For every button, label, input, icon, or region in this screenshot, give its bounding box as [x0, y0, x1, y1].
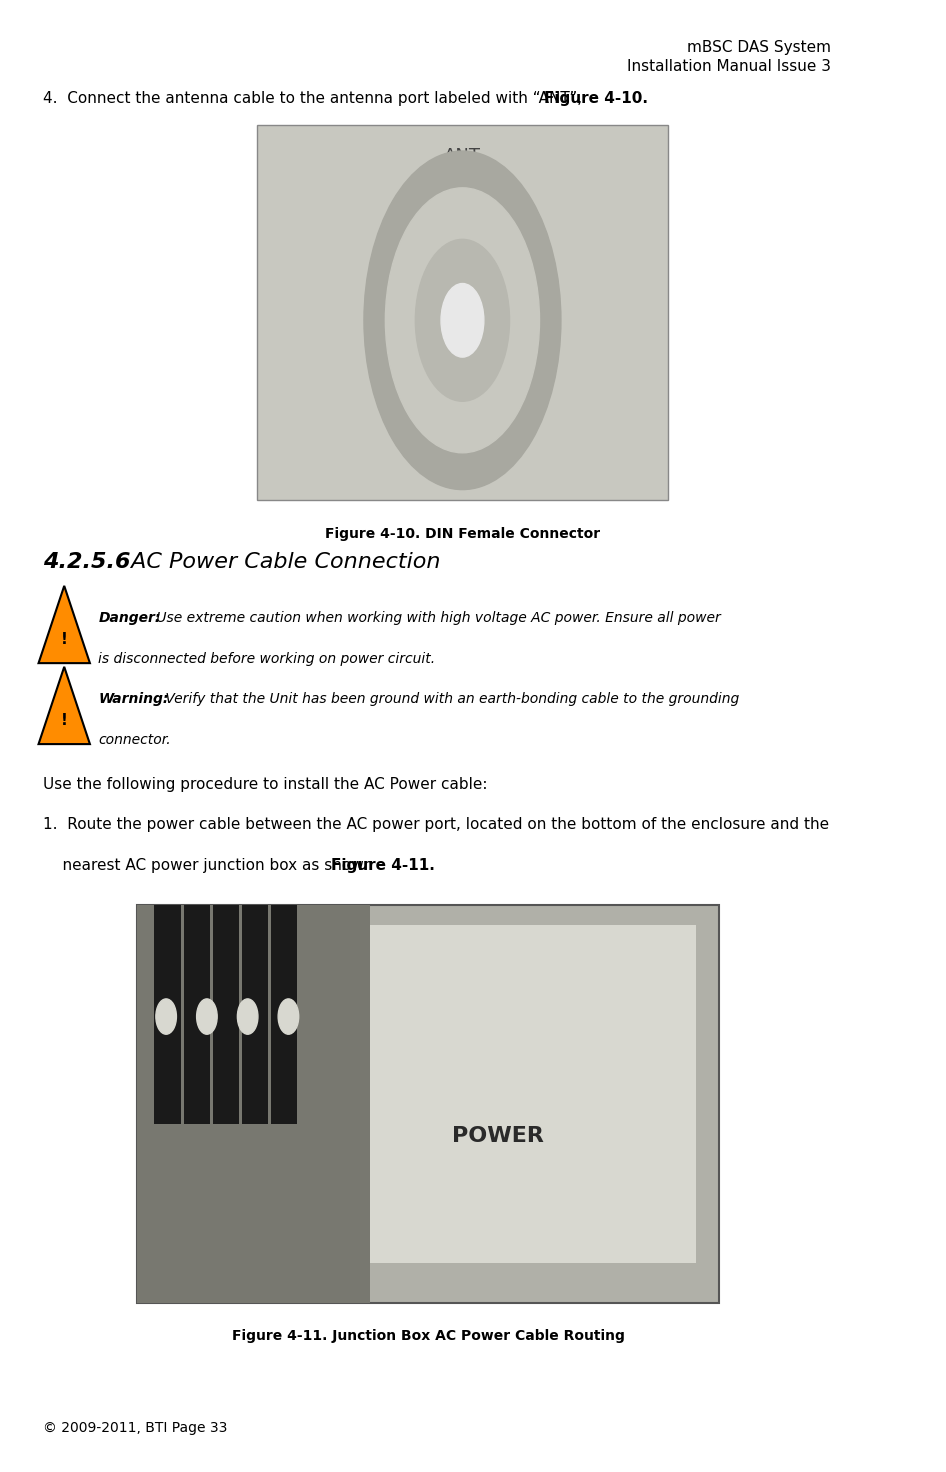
- FancyBboxPatch shape: [257, 125, 668, 500]
- Text: Use extreme caution when working with high voltage AC power. Ensure all power: Use extreme caution when working with hi…: [151, 611, 720, 626]
- Text: is disconnected before working on power circuit.: is disconnected before working on power …: [98, 652, 435, 667]
- Text: connector.: connector.: [98, 733, 171, 748]
- Text: © 2009-2011, BTI Page 33: © 2009-2011, BTI Page 33: [43, 1420, 227, 1435]
- Text: !: !: [61, 712, 68, 727]
- Text: nearest AC power junction box as shown: nearest AC power junction box as shown: [43, 858, 378, 873]
- FancyBboxPatch shape: [242, 905, 268, 1125]
- Text: 1.  Route the power cable between the AC power port, located on the bottom of th: 1. Route the power cable between the AC …: [43, 817, 829, 832]
- Circle shape: [441, 284, 483, 358]
- Circle shape: [237, 999, 258, 1035]
- FancyBboxPatch shape: [137, 905, 719, 1303]
- Text: 4.2.5.6: 4.2.5.6: [43, 552, 131, 573]
- Circle shape: [197, 999, 218, 1035]
- Text: !: !: [61, 631, 68, 646]
- Text: Verify that the Unit has been ground with an earth-bonding cable to the groundin: Verify that the Unit has been ground wit…: [161, 692, 739, 707]
- Text: ANT: ANT: [444, 147, 481, 165]
- Text: Use the following procedure to install the AC Power cable:: Use the following procedure to install t…: [43, 777, 487, 792]
- Text: AC Power Cable Connection: AC Power Cable Connection: [124, 552, 441, 573]
- Text: Danger:: Danger:: [98, 611, 161, 626]
- Text: Figure 4-11. Junction Box AC Power Cable Routing: Figure 4-11. Junction Box AC Power Cable…: [232, 1329, 624, 1344]
- Text: Figure 4-10.: Figure 4-10.: [544, 91, 648, 106]
- FancyBboxPatch shape: [271, 905, 297, 1125]
- Text: Warning:: Warning:: [98, 692, 168, 707]
- Circle shape: [156, 999, 176, 1035]
- Circle shape: [364, 152, 561, 490]
- FancyBboxPatch shape: [213, 905, 239, 1125]
- Circle shape: [278, 999, 299, 1035]
- Text: 4.  Connect the antenna cable to the antenna port labeled with “ANT”,: 4. Connect the antenna cable to the ante…: [43, 91, 587, 106]
- Text: Figure 4-10. DIN Female Connector: Figure 4-10. DIN Female Connector: [324, 527, 600, 542]
- Text: Figure 4-11.: Figure 4-11.: [331, 858, 435, 873]
- FancyBboxPatch shape: [184, 905, 210, 1125]
- Text: POWER: POWER: [452, 1126, 544, 1145]
- FancyBboxPatch shape: [137, 905, 370, 1303]
- FancyBboxPatch shape: [359, 924, 696, 1263]
- Polygon shape: [39, 586, 90, 662]
- FancyBboxPatch shape: [154, 905, 181, 1125]
- Circle shape: [415, 240, 510, 402]
- Circle shape: [385, 188, 539, 453]
- Text: Installation Manual Issue 3: Installation Manual Issue 3: [626, 59, 831, 74]
- Polygon shape: [39, 667, 90, 745]
- Text: mBSC DAS System: mBSC DAS System: [687, 40, 831, 54]
